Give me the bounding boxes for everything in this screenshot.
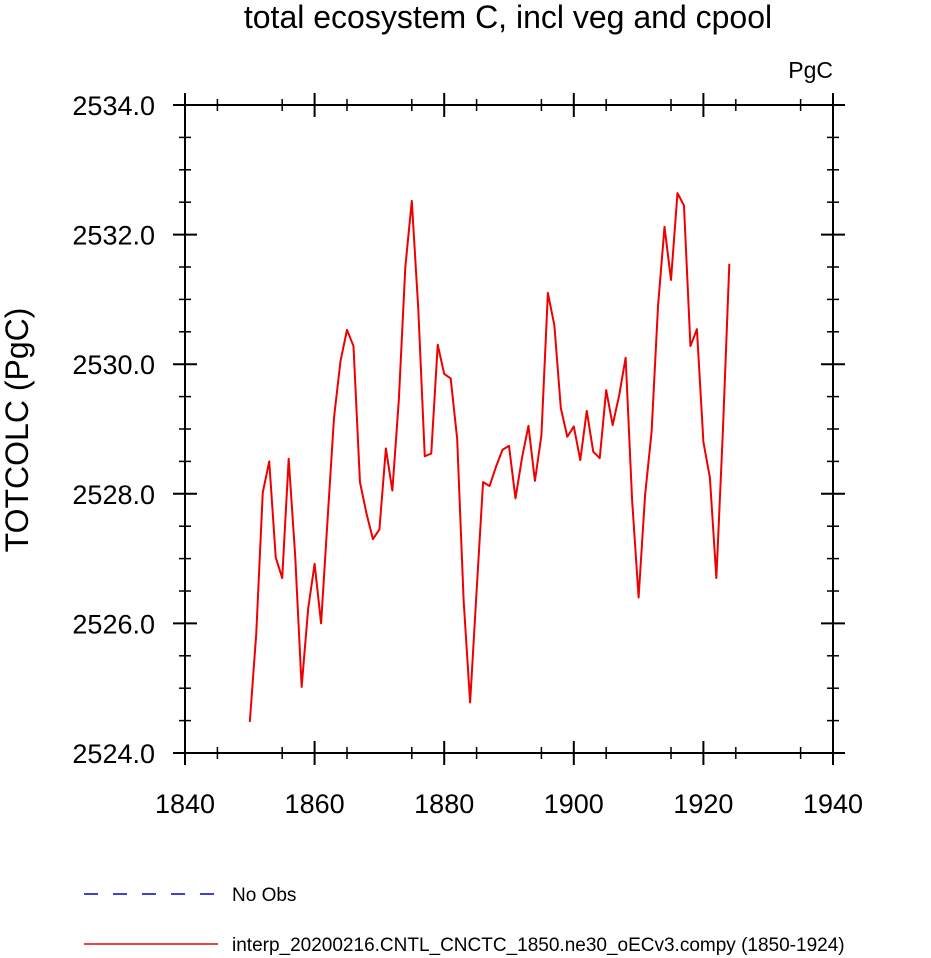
x-tick-label: 1920: [673, 789, 733, 819]
series-line-1: [248, 192, 731, 722]
x-tick-label: 1880: [414, 789, 474, 819]
x-tick-label: 1940: [803, 789, 863, 819]
y-tick-labels: 2524.0 2526.0 2528.0 2530.0 2532.0 2534.0: [72, 91, 155, 769]
x-tick-label: 1840: [155, 789, 215, 819]
y-tick-label: 2530.0: [72, 350, 155, 380]
x-tick-label: 1900: [544, 789, 604, 819]
plot-frame: [184, 104, 834, 754]
x-tick-labels: 1840 1860 1880 1900 1920 1940: [155, 789, 863, 819]
series-layer: [248, 192, 731, 722]
legend-label-0: No Obs: [232, 885, 296, 906]
legend-label-1: interp_20200216.CNTL_CNCTC_1850.ne30_oEC…: [232, 935, 845, 956]
major-ticks: [173, 93, 845, 765]
y-tick-label: 2532.0: [72, 221, 155, 251]
legend: No Obs interp_20200216.CNTL_CNCTC_1850.ne…: [84, 885, 845, 956]
chart-title: total ecosystem C, incl veg and cpool: [244, 0, 772, 35]
units-label: PgC: [788, 57, 833, 83]
y-tick-label: 2526.0: [72, 609, 155, 639]
y-tick-label: 2534.0: [72, 91, 155, 121]
y-axis-label: TOTCOLC (PgC): [0, 308, 35, 553]
y-tick-label: 2528.0: [72, 480, 155, 510]
x-tick-label: 1860: [285, 789, 345, 819]
y-tick-label: 2524.0: [72, 739, 155, 769]
minor-ticks: [179, 99, 839, 759]
